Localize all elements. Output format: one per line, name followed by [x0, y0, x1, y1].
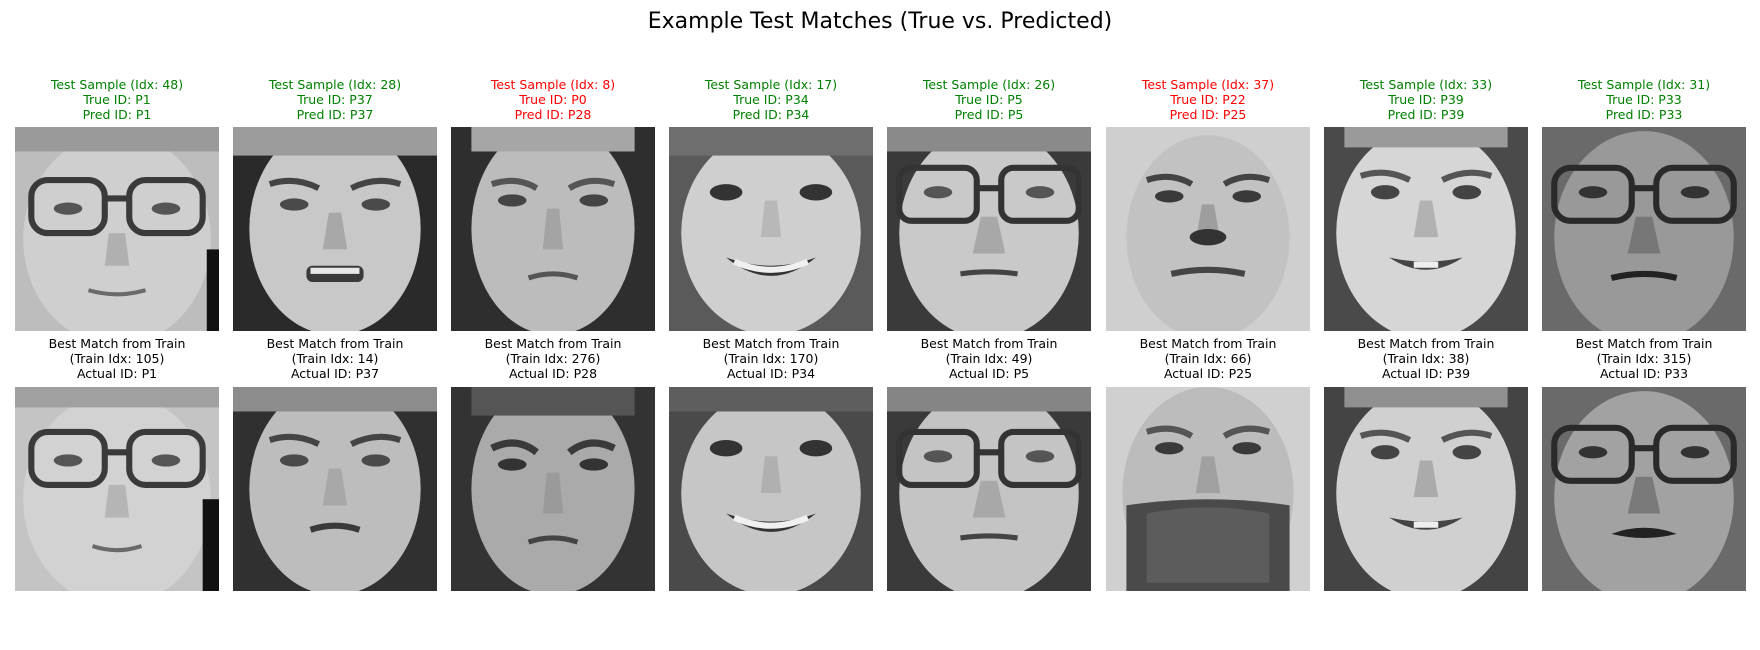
- train-caption: Best Match from Train (Train Idx: 170) A…: [649, 336, 893, 381]
- test-sample-label: Test Sample (Idx: 48): [50, 77, 184, 92]
- true-id-label: True ID: P34: [733, 92, 809, 107]
- test-sample-label: Test Sample (Idx: 26): [922, 77, 1056, 92]
- test-sample-label: Test Sample (Idx: 33): [1359, 77, 1493, 92]
- train-face-image: [669, 387, 873, 591]
- best-match-label: Best Match from Train: [920, 336, 1058, 351]
- test-caption: Test Sample (Idx: 26) True ID: P5 Pred I…: [867, 77, 1111, 122]
- test-face-image: [15, 127, 219, 331]
- train-idx-label: (Train Idx: 14): [291, 351, 379, 366]
- train-idx-label: (Train Idx: 38): [1382, 351, 1470, 366]
- pred-id-label: Pred ID: P28: [514, 107, 592, 122]
- true-id-label: True ID: P1: [83, 92, 151, 107]
- train-caption: Best Match from Train (Train Idx: 14) Ac…: [213, 336, 457, 381]
- true-id-label: True ID: P37: [297, 92, 373, 107]
- actual-id-label: Actual ID: P5: [948, 366, 1030, 381]
- train-idx-label: (Train Idx: 66): [1164, 351, 1252, 366]
- actual-id-label: Actual ID: P1: [76, 366, 158, 381]
- test-caption: Test Sample (Idx: 28) True ID: P37 Pred …: [213, 77, 457, 122]
- train-idx-label: (Train Idx: 105): [69, 351, 165, 366]
- true-id-label: True ID: P5: [955, 92, 1023, 107]
- test-face-image: [887, 127, 1091, 331]
- train-face-image: [15, 387, 219, 591]
- true-id-label: True ID: P39: [1388, 92, 1464, 107]
- test-face-image: [1106, 127, 1310, 331]
- train-idx-label: (Train Idx: 315): [1596, 351, 1692, 366]
- test-sample-label: Test Sample (Idx: 28): [268, 77, 402, 92]
- best-match-label: Best Match from Train: [702, 336, 840, 351]
- train-face-image: [887, 387, 1091, 591]
- pred-id-label: Pred ID: P37: [296, 107, 374, 122]
- pred-id-label: Pred ID: P34: [732, 107, 810, 122]
- test-face-image: [1324, 127, 1528, 331]
- figure-title: Example Test Matches (True vs. Predicted…: [647, 9, 1113, 34]
- test-sample-label: Test Sample (Idx: 8): [490, 77, 616, 92]
- train-face-image: [1324, 387, 1528, 591]
- actual-id-label: Actual ID: P33: [1599, 366, 1689, 381]
- pred-id-label: Pred ID: P25: [1169, 107, 1247, 122]
- test-sample-label: Test Sample (Idx: 31): [1577, 77, 1711, 92]
- test-face-image: [451, 127, 655, 331]
- best-match-label: Best Match from Train: [484, 336, 622, 351]
- train-caption: Best Match from Train (Train Idx: 105) A…: [0, 336, 239, 381]
- train-face-image: [1542, 387, 1746, 591]
- pred-id-label: Pred ID: P39: [1387, 107, 1465, 122]
- test-caption: Test Sample (Idx: 37) True ID: P22 Pred …: [1086, 77, 1330, 122]
- actual-id-label: Actual ID: P34: [726, 366, 816, 381]
- test-face-image: [1542, 127, 1746, 331]
- true-id-label: True ID: P0: [519, 92, 587, 107]
- train-face-image: [1106, 387, 1310, 591]
- actual-id-label: Actual ID: P39: [1381, 366, 1471, 381]
- pred-id-label: Pred ID: P1: [82, 107, 152, 122]
- pred-id-label: Pred ID: P5: [954, 107, 1024, 122]
- true-id-label: True ID: P33: [1606, 92, 1682, 107]
- test-caption: Test Sample (Idx: 31) True ID: P33 Pred …: [1522, 77, 1760, 122]
- train-face-image: [451, 387, 655, 591]
- actual-id-label: Actual ID: P37: [290, 366, 380, 381]
- train-caption: Best Match from Train (Train Idx: 315) A…: [1522, 336, 1760, 381]
- best-match-label: Best Match from Train: [1357, 336, 1495, 351]
- test-sample-label: Test Sample (Idx: 17): [704, 77, 838, 92]
- best-match-label: Best Match from Train: [1139, 336, 1277, 351]
- test-caption: Test Sample (Idx: 17) True ID: P34 Pred …: [649, 77, 893, 122]
- train-caption: Best Match from Train (Train Idx: 49) Ac…: [867, 336, 1111, 381]
- train-caption: Best Match from Train (Train Idx: 276) A…: [431, 336, 675, 381]
- best-match-label: Best Match from Train: [266, 336, 404, 351]
- test-sample-label: Test Sample (Idx: 37): [1141, 77, 1275, 92]
- train-caption: Best Match from Train (Train Idx: 38) Ac…: [1304, 336, 1548, 381]
- test-caption: Test Sample (Idx: 8) True ID: P0 Pred ID…: [431, 77, 675, 122]
- actual-id-label: Actual ID: P28: [508, 366, 598, 381]
- test-face-image: [233, 127, 437, 331]
- best-match-label: Best Match from Train: [1575, 336, 1713, 351]
- test-caption: Test Sample (Idx: 33) True ID: P39 Pred …: [1304, 77, 1548, 122]
- pred-id-label: Pred ID: P33: [1605, 107, 1683, 122]
- train-idx-label: (Train Idx: 170): [723, 351, 819, 366]
- test-caption: Test Sample (Idx: 48) True ID: P1 Pred I…: [0, 77, 239, 122]
- train-idx-label: (Train Idx: 276): [505, 351, 601, 366]
- best-match-label: Best Match from Train: [48, 336, 186, 351]
- train-face-image: [233, 387, 437, 591]
- test-face-image: [669, 127, 873, 331]
- train-caption: Best Match from Train (Train Idx: 66) Ac…: [1086, 336, 1330, 381]
- actual-id-label: Actual ID: P25: [1163, 366, 1253, 381]
- train-idx-label: (Train Idx: 49): [945, 351, 1033, 366]
- true-id-label: True ID: P22: [1170, 92, 1246, 107]
